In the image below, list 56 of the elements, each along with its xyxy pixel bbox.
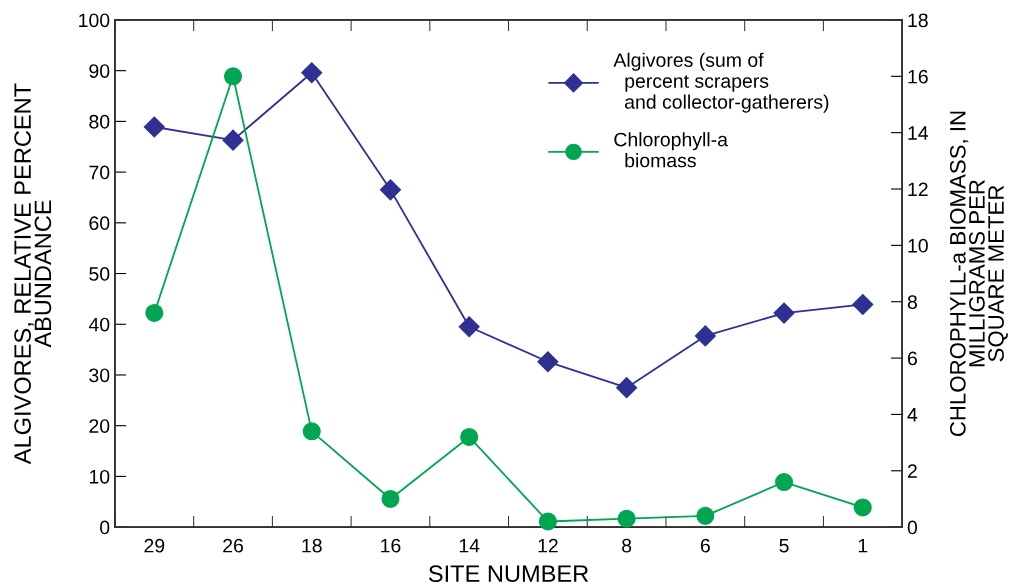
point: [852, 293, 874, 315]
y2-tick-label: 6: [907, 351, 917, 366]
y2-tick-label: 0: [907, 520, 918, 535]
point: [617, 509, 636, 528]
x-tick-label: 26: [223, 538, 243, 553]
y-tick-label: 100: [79, 13, 110, 28]
y2-axis-title: CHLOROPHYLL-a BIOMASS, IN MILLIGRAMS PER SQUARE METER: [949, 111, 1008, 437]
x-tick-label: 5: [779, 538, 789, 553]
y2-tick-label: 8: [907, 295, 917, 309]
point: [458, 316, 480, 338]
point: [302, 422, 321, 441]
point: [694, 325, 716, 347]
point: [538, 512, 557, 531]
y-tick-label: 30: [89, 368, 110, 383]
y-tick-label: 50: [89, 267, 110, 281]
y-axis-title: ALGIVORES, RELATIVE PERCENT ABUNDANCE: [14, 83, 52, 465]
point: [145, 303, 164, 323]
point: [616, 377, 638, 399]
point: [853, 498, 872, 517]
y-tick-label: 0: [100, 520, 110, 535]
y2-tick-label: 12: [908, 182, 928, 197]
y-tick-label: 40: [88, 317, 110, 332]
y2-tick-label: 14: [908, 126, 929, 140]
x-tick-label: 6: [700, 538, 710, 553]
legend-label: Algivores (sum of percent scrapers and collector-gatherers): [613, 52, 829, 113]
y2-tick-label: 10: [908, 238, 928, 253]
y-tick-label: 20: [89, 419, 110, 433]
x-tick-label: 16: [381, 538, 401, 553]
point: [301, 62, 323, 84]
legend-label: Chlorophyll-a biomass: [614, 132, 728, 168]
y2-tick-label: 18: [908, 13, 928, 28]
point: [379, 179, 401, 201]
y-tick-label: 70: [89, 165, 110, 180]
y-tick-label: 60: [89, 216, 110, 231]
point: [222, 129, 244, 151]
x-tick-label: 18: [302, 538, 322, 553]
x-tick-label: 14: [459, 538, 480, 553]
y2-tick-label: 16: [908, 69, 928, 84]
y-tick-label: 80: [89, 114, 110, 129]
point: [381, 489, 400, 508]
x-tick-label: 1: [858, 538, 868, 553]
x-axis-title: SITE NUMBER: [428, 565, 589, 583]
point: [224, 67, 243, 86]
x-tick-label: 12: [538, 538, 558, 553]
y-tick-label: 90: [89, 64, 110, 78]
y-tick-label: 10: [89, 469, 110, 484]
point: [143, 116, 165, 138]
point: [775, 473, 794, 492]
point: [696, 506, 715, 525]
x-tick-label: 8: [622, 538, 632, 553]
y2-tick-label: 2: [907, 464, 917, 478]
point: [460, 427, 479, 446]
y2-tick-label: 4: [907, 408, 918, 422]
x-tick-label: 29: [144, 538, 165, 553]
point: [773, 302, 795, 324]
point: [537, 351, 559, 373]
